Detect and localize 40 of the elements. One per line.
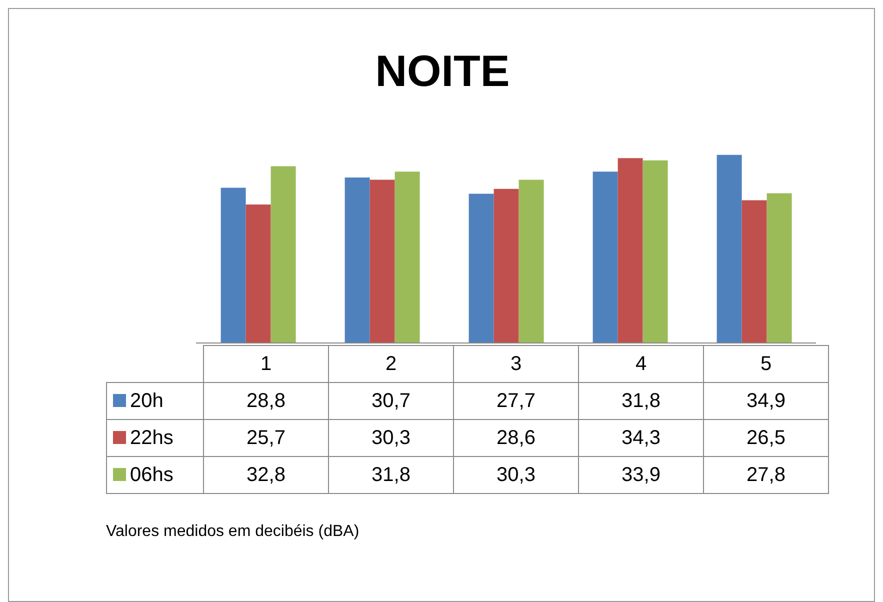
x-tick-label: 1 — [204, 346, 328, 382]
data-label: 28,6 — [454, 420, 578, 456]
x-tick-label: 4 — [578, 346, 704, 382]
bar — [742, 200, 767, 343]
bar — [494, 188, 519, 343]
bar — [592, 172, 618, 343]
data-label: 34,9 — [704, 382, 828, 420]
bar — [246, 204, 271, 343]
data-label: 25,7 — [204, 420, 328, 456]
bar — [394, 172, 420, 343]
bar — [642, 160, 668, 343]
bar — [766, 193, 792, 343]
data-label: 34,3 — [578, 420, 704, 456]
data-label: 30,3 — [328, 420, 454, 456]
bar — [468, 194, 494, 343]
bar — [220, 188, 246, 343]
data-label: 31,8 — [578, 382, 704, 420]
data-label: 28,8 — [204, 382, 328, 420]
bar — [618, 158, 643, 343]
legend-label: 20h — [106, 382, 204, 420]
data-label: 27,8 — [704, 456, 828, 494]
bar — [270, 166, 296, 343]
data-label: 27,7 — [454, 382, 578, 420]
bar — [344, 178, 370, 343]
data-label: 33,9 — [578, 456, 704, 494]
chart-title: NOITE — [374, 47, 511, 97]
legend-label: 22hs — [106, 420, 204, 456]
x-tick-label: 5 — [704, 346, 828, 382]
bar — [370, 180, 395, 343]
x-tick-label: 3 — [454, 346, 578, 382]
data-label: 31,8 — [328, 456, 454, 494]
legend-label: 06hs — [106, 456, 204, 494]
data-label: 26,5 — [704, 420, 828, 456]
data-label: 30,7 — [328, 382, 454, 420]
bar — [518, 180, 544, 343]
bar — [716, 154, 742, 343]
x-tick-label: 2 — [328, 346, 454, 382]
data-label: 32,8 — [204, 456, 328, 494]
text: Valores medidos em decibéis (dBA) — [106, 523, 360, 541]
data-label: 30,3 — [454, 456, 578, 494]
